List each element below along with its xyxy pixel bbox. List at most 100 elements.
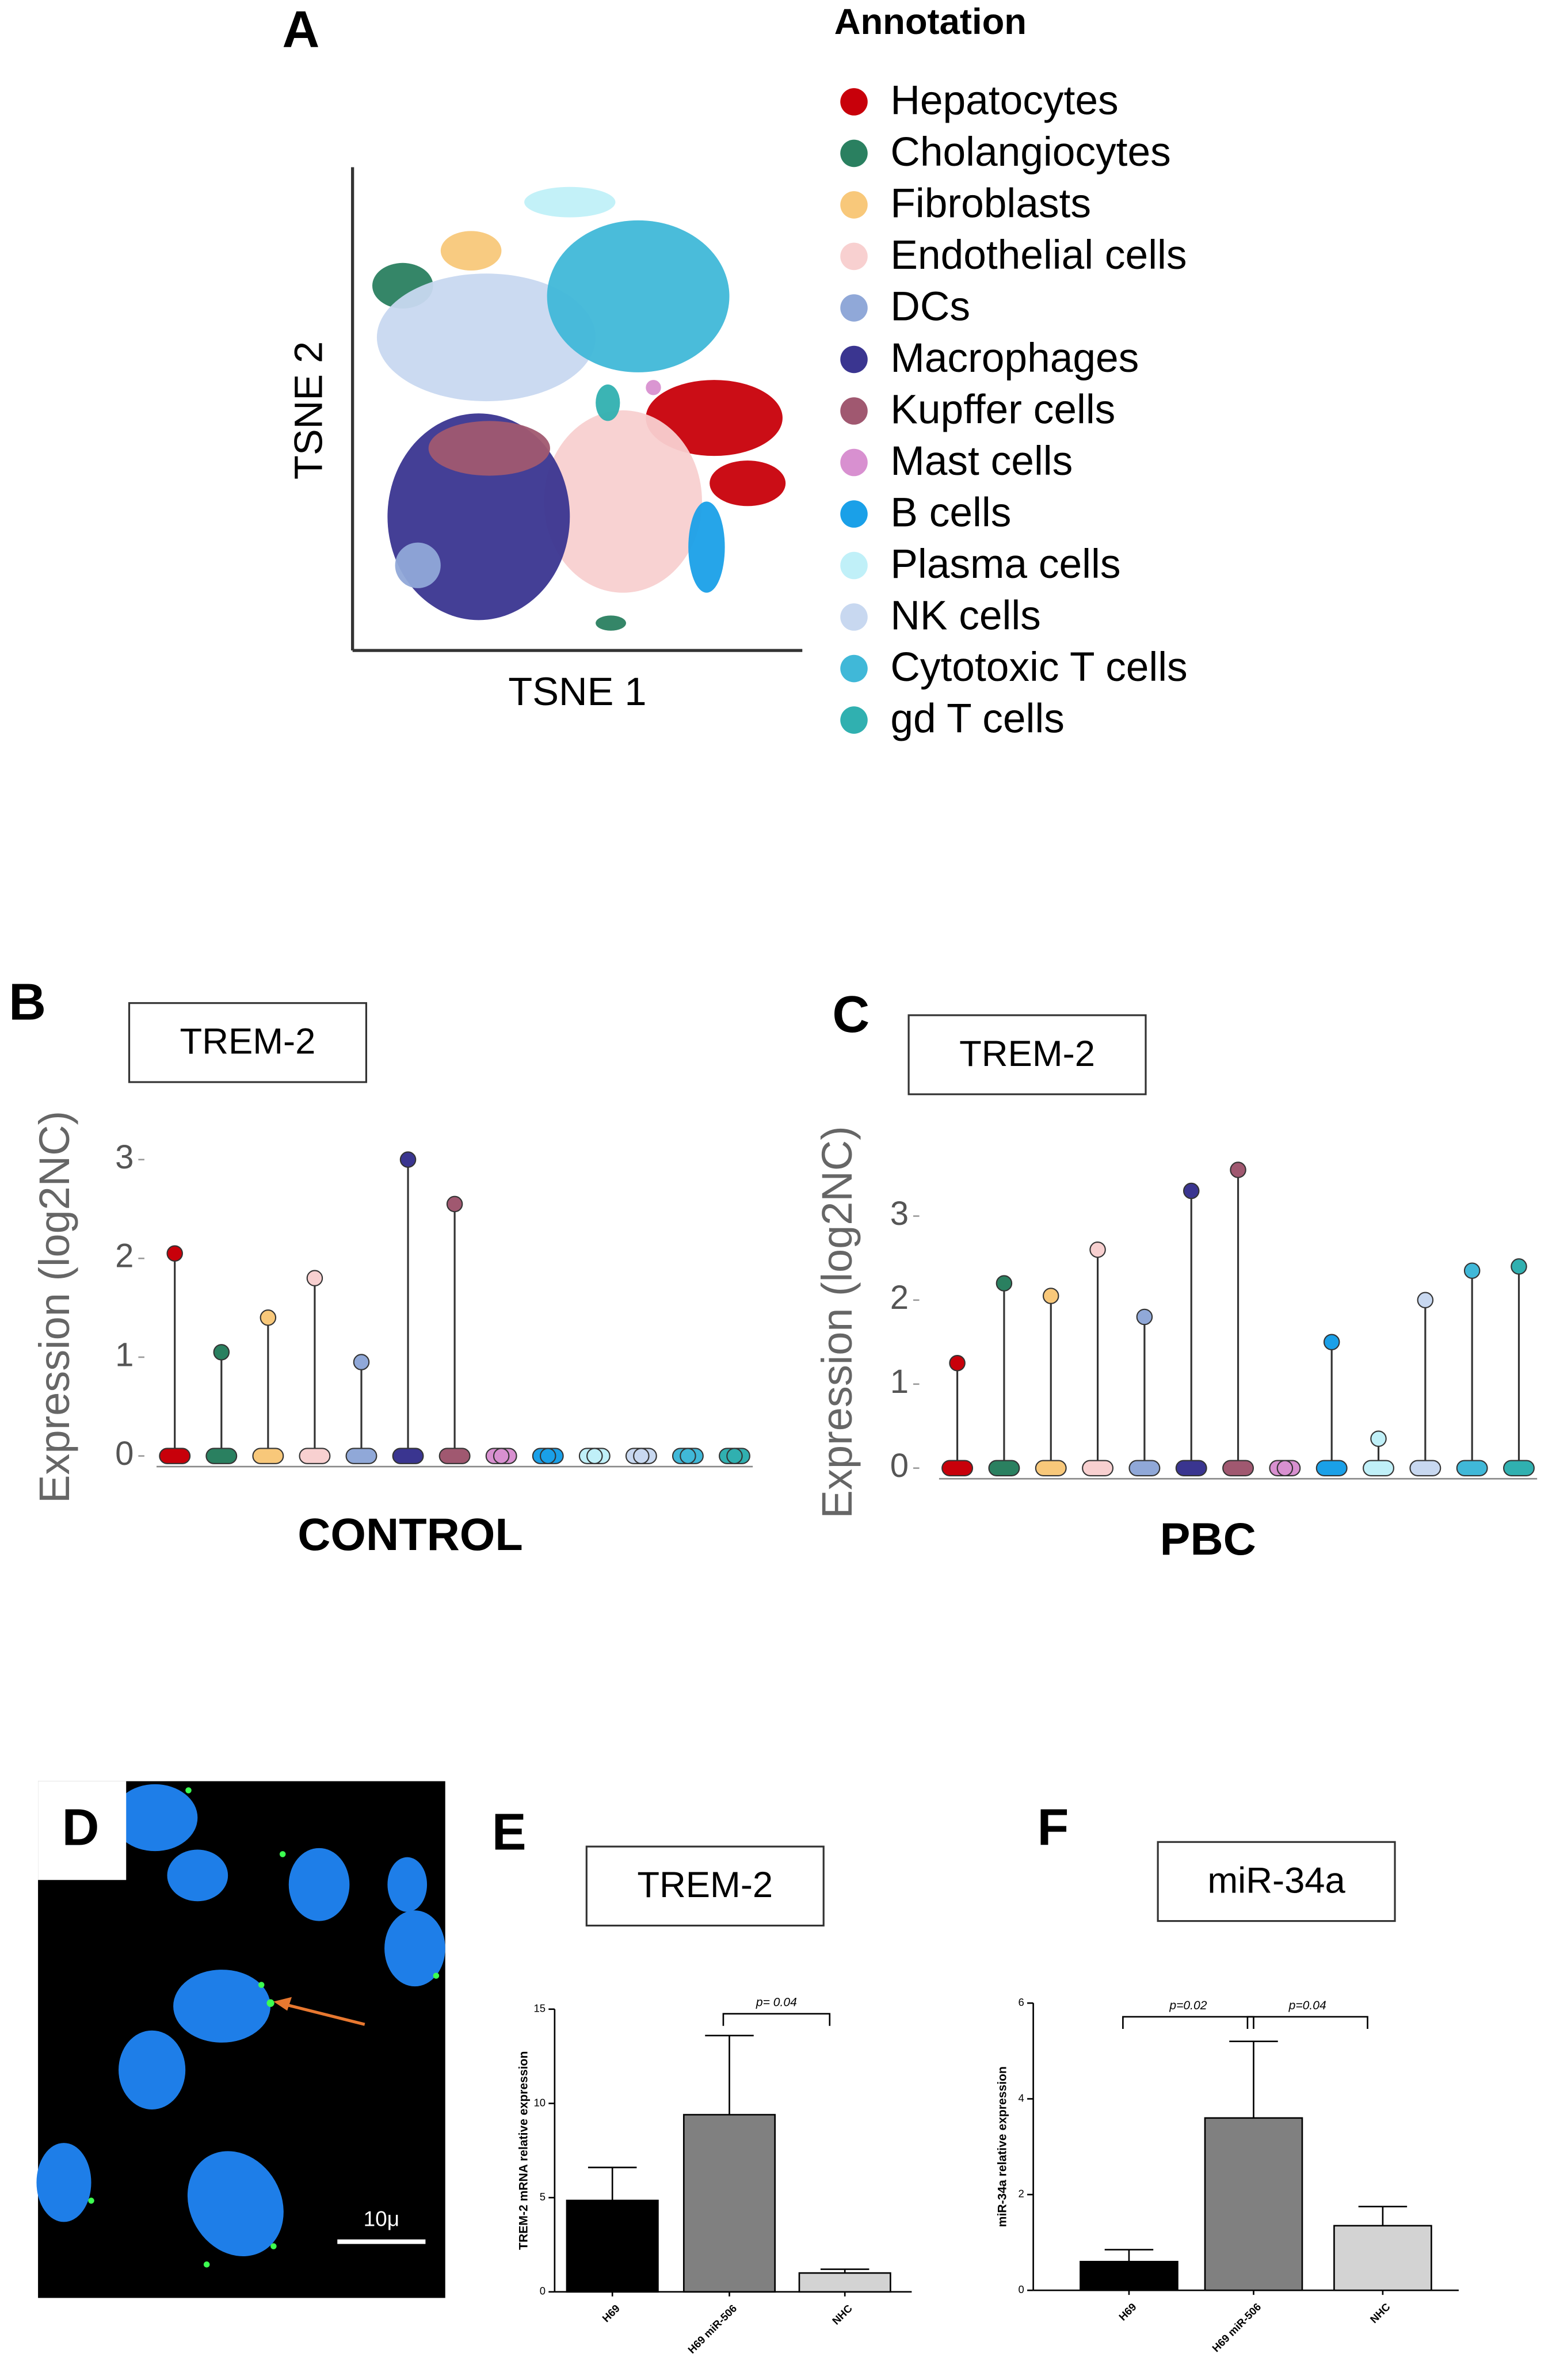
zero-cluster <box>438 1448 471 1464</box>
nucleus <box>36 2143 91 2222</box>
bar-chart: TREM-2 TREM-2 mRNA relative expression 0 5 1… <box>517 1845 912 2356</box>
legend-swatch <box>840 654 868 683</box>
y-axis-label: TREM-2 mRNA relative expression <box>517 2051 531 2250</box>
zero-cluster <box>345 1448 377 1464</box>
legend-label: DCs <box>890 283 970 329</box>
microscopy-image: 10μ D <box>36 1781 445 2298</box>
panel-label: F <box>1038 1799 1069 1857</box>
legend-swatch <box>840 191 868 219</box>
bar <box>798 2272 891 2293</box>
y-tick-label: 3 <box>890 1195 909 1232</box>
legend-label: Cholangiocytes <box>890 129 1170 175</box>
title: CONTROL <box>298 1509 523 1560</box>
zero-cluster <box>252 1448 284 1464</box>
zero-cluster <box>205 1448 238 1464</box>
legend-label: Endothelial cells <box>890 232 1187 278</box>
cluster <box>524 186 616 218</box>
nucleus <box>167 1849 228 1902</box>
panel-labels: A B C E F <box>9 1 1069 1861</box>
label-box <box>128 1002 368 1083</box>
punctum <box>266 1999 274 2007</box>
y-tick-label: 2 <box>115 1237 134 1275</box>
zero-cluster <box>1128 1460 1161 1476</box>
y-tick-label: 6 <box>1018 1996 1024 2008</box>
strip-plot: TREM-2 Expression (log2NC) CONTROL 0 1 2 3 <box>30 1002 753 1560</box>
bar <box>682 2114 776 2293</box>
max-point <box>1230 1162 1246 1178</box>
y-tick-label: 3 <box>115 1138 134 1176</box>
cluster <box>646 380 783 456</box>
punctum <box>270 2243 277 2249</box>
zero-cluster <box>159 1448 191 1464</box>
zero-cluster <box>1456 1460 1488 1476</box>
max-point <box>539 1448 556 1464</box>
y-tick-label: 1 <box>890 1363 909 1400</box>
max-point <box>1370 1430 1387 1447</box>
nucleus <box>288 1848 350 1921</box>
punctum <box>258 1982 265 1988</box>
y-tick-label: 4 <box>1018 2092 1024 2104</box>
punctum <box>88 2198 94 2204</box>
zero-cluster <box>988 1460 1020 1476</box>
cluster <box>596 384 620 421</box>
cluster <box>395 542 441 588</box>
significance-bracket <box>1122 2016 1254 2029</box>
max-point <box>1417 1292 1434 1309</box>
zero-cluster <box>1175 1460 1207 1476</box>
panel-label: A <box>282 1 319 59</box>
legend-swatch <box>840 397 868 425</box>
y-tick-label: 10 <box>533 2096 546 2108</box>
max-point <box>949 1354 966 1372</box>
zero-cluster <box>941 1460 974 1476</box>
arrow-head <box>273 1997 292 2011</box>
legend-swatch <box>840 345 868 374</box>
legend-label: B cells <box>890 489 1011 535</box>
bar <box>1333 2225 1432 2291</box>
panel-label: D <box>62 1799 100 1857</box>
max-point <box>166 1245 183 1262</box>
nucleus <box>173 1970 271 2043</box>
legend-swatch <box>840 88 868 116</box>
cluster <box>547 220 730 372</box>
cluster <box>596 615 626 631</box>
strip-plot: TREM-2 Expression (log2NC) PBC 0 1 2 3 <box>813 1014 1538 1564</box>
y-tick-label: 1 <box>115 1336 134 1373</box>
x-tick-label: H69 miR-506 <box>1210 2301 1263 2354</box>
cluster <box>688 501 725 593</box>
p-value: p= 0.04 <box>756 1996 797 2009</box>
label: miR-34a <box>1207 1860 1345 1901</box>
legend-label: Kupffer cells <box>890 386 1115 432</box>
nucleus <box>112 1784 198 1852</box>
max-point <box>1089 1241 1106 1258</box>
max-point <box>1511 1258 1527 1275</box>
zero-cluster <box>1315 1460 1348 1476</box>
legend-label: NK cells <box>890 593 1040 639</box>
label: TREM-2 <box>637 1865 773 1905</box>
y-tick-label: 0 <box>1018 2283 1024 2295</box>
zero-cluster <box>392 1448 424 1464</box>
x-tick-label: NHC <box>830 2302 855 2327</box>
label: TREM-2 <box>180 1022 316 1062</box>
bar-chart: miR-34a miR-34a relative expression 0 2 4 6 H6… <box>996 1841 1459 2354</box>
legend-label: Cytotoxic T cells <box>890 644 1187 690</box>
scale-bar-label: 10μ <box>364 2207 399 2231</box>
tsne-plot: TSNE 1 TSNE 2 Annotation Hepatocytes Cholang… <box>287 2 1188 742</box>
max-point <box>996 1275 1013 1292</box>
legend-label: gd T cells <box>890 696 1064 742</box>
zero-cluster <box>299 1448 331 1464</box>
zero-cluster <box>1503 1460 1535 1476</box>
label-box <box>38 1781 127 1880</box>
legend-label: Hepatocytes <box>890 77 1118 123</box>
zero-cluster <box>1222 1460 1254 1476</box>
zero-cluster <box>1082 1460 1114 1476</box>
cluster <box>710 460 786 507</box>
legend-label: Mast cells <box>890 438 1073 484</box>
max-point <box>1323 1334 1340 1351</box>
label-box <box>1157 1841 1396 1922</box>
legend-swatch <box>840 242 868 271</box>
max-point <box>1276 1460 1294 1476</box>
legend-swatch <box>840 603 868 631</box>
nuclei <box>36 1784 445 2257</box>
legend-swatch <box>840 551 868 580</box>
bar <box>566 2199 659 2293</box>
